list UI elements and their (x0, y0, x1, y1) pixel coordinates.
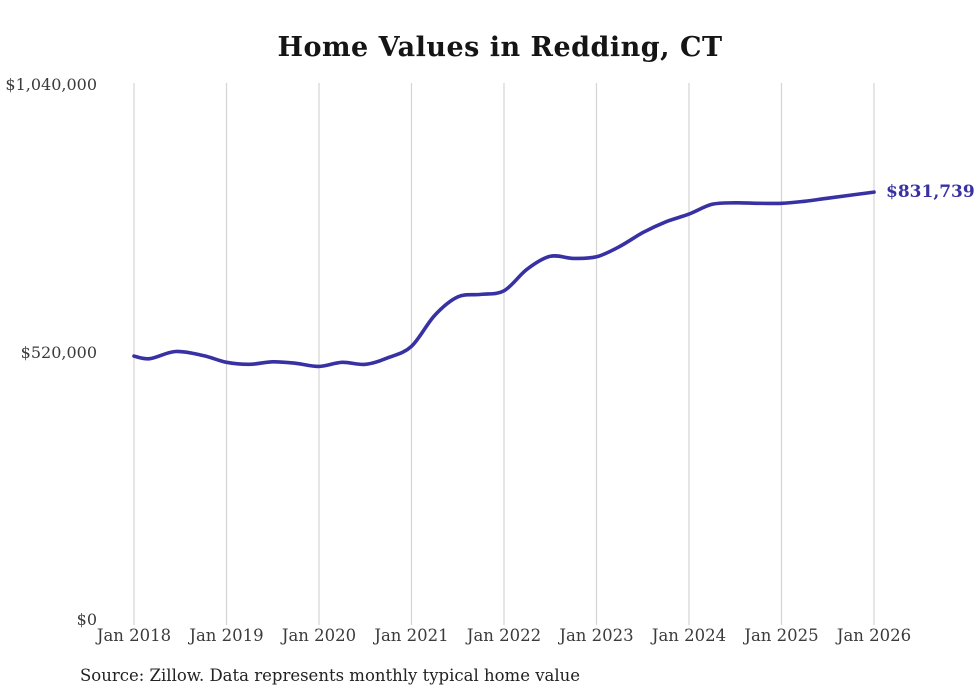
x-tick-label: Jan 2024 (651, 626, 727, 645)
x-tick-label: Jan 2023 (559, 626, 634, 645)
x-tick-label: Jan 2026 (836, 626, 912, 645)
x-tick-label: Jan 2021 (374, 626, 449, 645)
latest-value-label: $831,739 (886, 182, 975, 203)
y-tick-label: $520,000 (20, 342, 97, 362)
x-tick-label: Jan 2018 (96, 626, 172, 645)
y-tick-label: $1,040,000 (5, 75, 97, 94)
x-tick-label: Jan 2025 (744, 626, 819, 645)
x-tick-label: Jan 2019 (189, 626, 264, 645)
home-value-line (132, 190, 876, 369)
y-tick-label: $0 (76, 610, 97, 629)
x-tick-label: Jan 2022 (466, 626, 542, 645)
source-note: Source: Zillow. Data represents monthly … (80, 666, 581, 685)
chart-title: Home Values in Redding, CT (277, 32, 723, 63)
x-tick-label: Jan 2020 (281, 626, 357, 645)
